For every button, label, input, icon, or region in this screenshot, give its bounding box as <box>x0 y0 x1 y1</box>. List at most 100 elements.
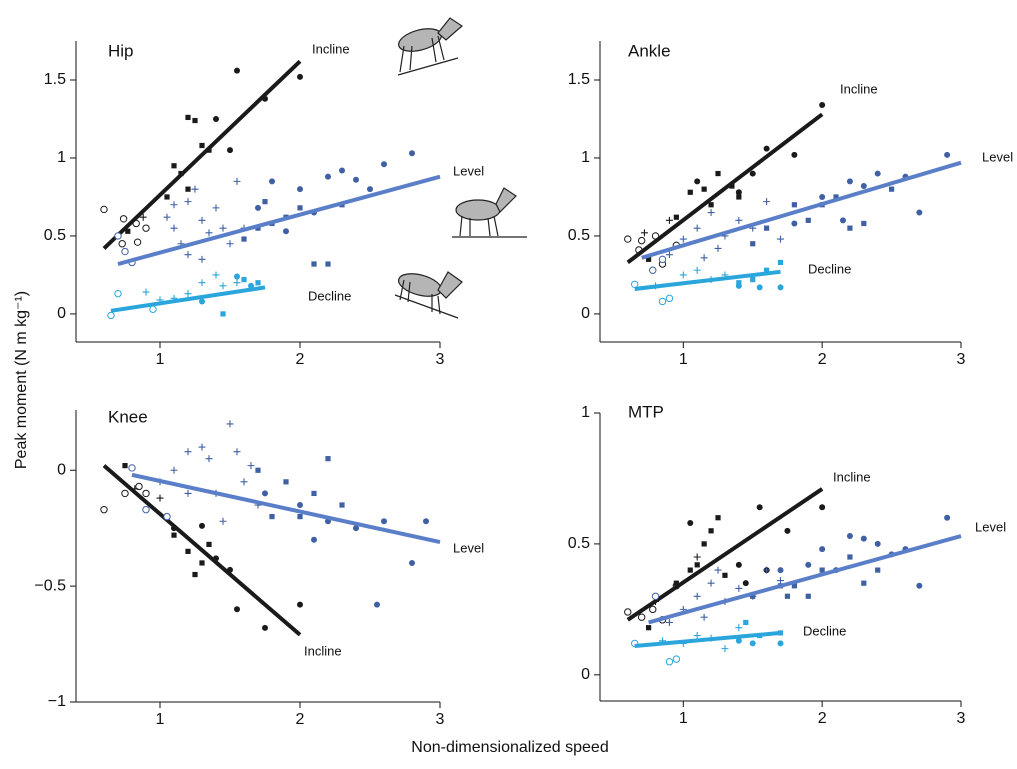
point-open <box>135 482 143 491</box>
point-open <box>665 658 674 666</box>
x-tick-label: 1 <box>156 351 165 368</box>
point-dot <box>234 606 240 613</box>
point-plus <box>170 201 178 209</box>
point-square <box>784 593 791 599</box>
point-plus <box>679 271 687 279</box>
point-dot <box>381 161 387 168</box>
goat-level-icon <box>452 187 527 238</box>
point-dot <box>860 535 867 542</box>
point-square <box>701 186 707 192</box>
fit-line <box>102 59 302 250</box>
point-plus <box>693 632 701 640</box>
point-plus <box>191 185 199 193</box>
y-tick-label: 0 <box>57 461 66 478</box>
point-square <box>750 277 756 283</box>
x-tick-label: 2 <box>296 711 305 728</box>
point-dot <box>805 561 812 568</box>
point-plus <box>198 279 206 287</box>
point-square <box>791 583 797 589</box>
point-square <box>241 236 247 242</box>
point-square <box>833 194 839 200</box>
point-open <box>631 280 639 288</box>
point-plus <box>184 198 192 206</box>
point-dot <box>819 504 826 511</box>
x-axis-label: Non-dimensionalized speed <box>411 739 608 756</box>
point-square <box>206 541 212 548</box>
point-square <box>861 220 867 227</box>
point-dot <box>749 640 756 647</box>
point-square <box>764 267 770 273</box>
point-square <box>687 567 693 573</box>
line-label: Level <box>982 149 1013 164</box>
point-plus <box>700 613 708 621</box>
point-square <box>736 194 742 200</box>
point-dot <box>297 73 303 80</box>
point-square <box>325 261 331 267</box>
point-square <box>750 241 756 247</box>
line-label: Decline <box>308 288 351 303</box>
point-square <box>673 214 679 220</box>
point-plus <box>665 216 673 224</box>
point-plus <box>735 584 743 592</box>
point-square <box>805 593 811 599</box>
point-open <box>114 289 122 298</box>
point-square <box>339 502 345 508</box>
line-label: Level <box>453 163 484 178</box>
point-open <box>624 235 632 243</box>
point-open <box>649 266 657 274</box>
panel-title: Ankle <box>628 41 671 60</box>
point-plus <box>693 266 701 274</box>
x-tick-label: 3 <box>436 351 445 368</box>
panel-title: Knee <box>108 407 148 426</box>
point-plus <box>212 204 220 212</box>
fit-line <box>648 534 962 625</box>
point-square <box>736 280 742 286</box>
point-dot <box>423 518 429 525</box>
point-dot <box>255 204 261 211</box>
point-square <box>171 532 177 538</box>
point-square <box>220 311 226 317</box>
point-dot <box>367 186 373 193</box>
point-plus <box>721 645 729 653</box>
point-dot <box>735 282 742 289</box>
point-plus <box>233 448 241 456</box>
point-plus <box>212 271 220 279</box>
point-open <box>649 605 657 614</box>
point-square <box>311 261 317 267</box>
line-label: Decline <box>808 261 851 276</box>
point-square <box>875 567 881 573</box>
point-open <box>114 232 122 240</box>
point-plus <box>707 579 715 587</box>
point-open <box>128 464 136 472</box>
point-square <box>715 515 721 521</box>
point-dot <box>269 178 275 185</box>
y-tick-label: 0 <box>57 305 66 322</box>
point-square <box>673 580 679 586</box>
point-plus <box>219 517 227 525</box>
point-plus <box>219 224 227 232</box>
point-dot <box>409 150 415 157</box>
y-tick-label: 0.5 <box>44 227 66 244</box>
point-plus <box>184 448 192 456</box>
x-tick-label: 3 <box>957 351 966 368</box>
point-dot <box>297 502 303 509</box>
point-dot <box>916 209 923 216</box>
point-square <box>164 194 170 200</box>
point-open <box>665 294 674 303</box>
point-open <box>637 236 646 245</box>
point-square <box>325 456 331 462</box>
point-dot <box>916 582 923 589</box>
point-open <box>149 305 157 313</box>
point-dot <box>819 193 826 200</box>
fit-line <box>110 285 266 313</box>
point-square <box>750 593 756 599</box>
fit-line <box>641 160 962 260</box>
point-dot <box>687 519 694 526</box>
point-plus <box>156 494 164 502</box>
point-plus <box>198 443 206 451</box>
point-dot <box>297 601 303 608</box>
goat-decline-icon <box>394 271 463 319</box>
y-tick-label: −1 <box>48 693 66 710</box>
point-square <box>777 259 784 266</box>
